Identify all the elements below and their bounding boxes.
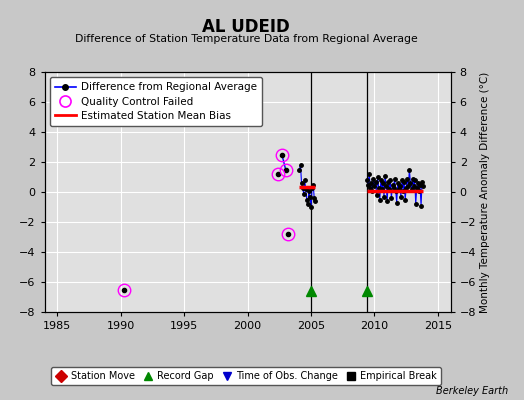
Y-axis label: Monthly Temperature Anomaly Difference (°C): Monthly Temperature Anomaly Difference (… (481, 71, 490, 313)
Legend: Station Move, Record Gap, Time of Obs. Change, Empirical Break: Station Move, Record Gap, Time of Obs. C… (51, 367, 441, 385)
Text: Berkeley Earth: Berkeley Earth (436, 386, 508, 396)
Text: AL UDEID: AL UDEID (202, 18, 290, 36)
Text: Difference of Station Temperature Data from Regional Average: Difference of Station Temperature Data f… (75, 34, 418, 44)
Legend: Difference from Regional Average, Quality Control Failed, Estimated Station Mean: Difference from Regional Average, Qualit… (50, 77, 262, 126)
